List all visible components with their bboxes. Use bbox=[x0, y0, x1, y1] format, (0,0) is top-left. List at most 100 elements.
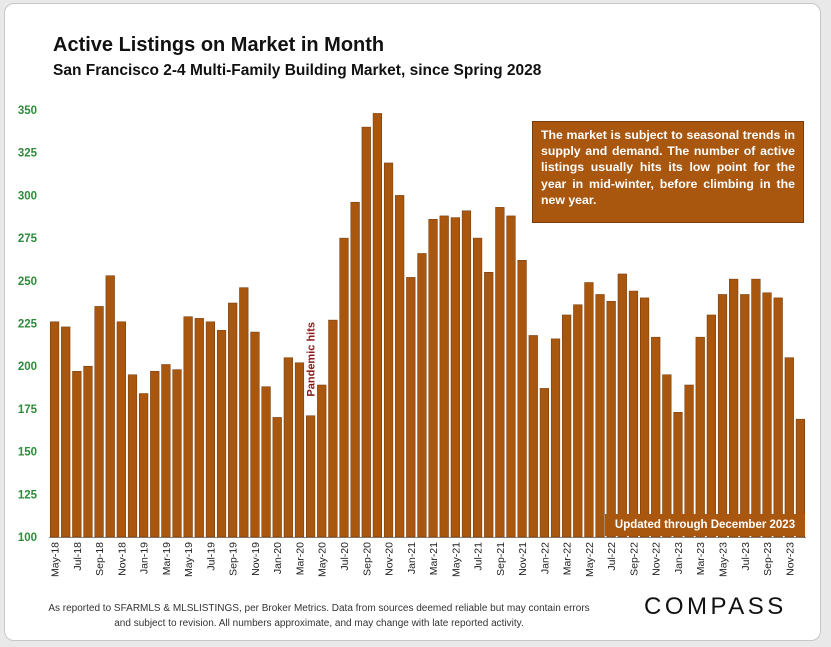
bar-Dec-18 bbox=[127, 374, 138, 538]
bar-May-22 bbox=[584, 282, 594, 538]
bar-May-21 bbox=[450, 217, 460, 538]
source-footnote: As reported to SFARMLS & MLSLISTINGS, pe… bbox=[48, 603, 590, 629]
bar-Jun-19 bbox=[194, 318, 204, 538]
bar-Feb-19 bbox=[150, 371, 160, 538]
y-tick-label: 350 bbox=[18, 105, 37, 117]
x-tick-label: May-22 bbox=[584, 542, 596, 577]
x-tick-label: Jul-20 bbox=[339, 542, 351, 571]
bar-Jan-22 bbox=[539, 388, 549, 538]
bar-series bbox=[49, 113, 806, 538]
x-tick-label: Jan-23 bbox=[673, 542, 685, 574]
bar-Apr-23 bbox=[706, 314, 716, 538]
bar-Mar-23 bbox=[695, 336, 705, 538]
bar-Sep-23 bbox=[762, 292, 772, 538]
x-tick-label: Jan-22 bbox=[539, 542, 551, 574]
bar-Aug-21 bbox=[484, 272, 494, 538]
x-tick-label: Nov-22 bbox=[651, 542, 663, 576]
bar-Jan-21 bbox=[406, 277, 416, 538]
x-tick-label: Nov-18 bbox=[116, 542, 128, 576]
y-tick-label: 200 bbox=[18, 361, 37, 373]
bar-May-20 bbox=[317, 384, 327, 538]
bar-Mar-21 bbox=[428, 219, 438, 538]
bar-Apr-19 bbox=[172, 369, 182, 538]
bar-Jul-23 bbox=[740, 294, 750, 538]
y-tick-label: 125 bbox=[18, 489, 38, 501]
y-tick-label: 325 bbox=[18, 148, 38, 160]
x-tick-label: Sep-21 bbox=[495, 542, 507, 576]
bar-Apr-21 bbox=[439, 215, 449, 538]
bar-Jan-20 bbox=[272, 417, 282, 538]
bar-Jun-21 bbox=[461, 210, 472, 538]
bar-Jul-18 bbox=[72, 371, 82, 538]
bar-Sep-18 bbox=[94, 306, 104, 538]
compass-logo: COMPASS bbox=[644, 593, 787, 620]
bar-Sep-21 bbox=[495, 207, 505, 538]
x-tick-label: Mar-20 bbox=[294, 542, 306, 575]
bar-Aug-19 bbox=[216, 330, 227, 538]
bar-Nov-21 bbox=[517, 260, 527, 538]
y-tick-label: 150 bbox=[18, 447, 37, 459]
y-tick-label: 175 bbox=[18, 404, 38, 416]
bar-Feb-20 bbox=[283, 357, 293, 538]
bar-May-23 bbox=[717, 294, 728, 538]
x-tick-label: Jul-23 bbox=[740, 542, 752, 571]
bar-May-18 bbox=[49, 321, 60, 538]
bar-Oct-18 bbox=[105, 275, 115, 538]
x-tick-label: May-21 bbox=[450, 542, 462, 577]
x-tick-label: May-23 bbox=[718, 542, 730, 577]
x-tick-label: Sep-23 bbox=[762, 542, 774, 576]
y-tick-label: 225 bbox=[18, 319, 38, 331]
bar-Dec-21 bbox=[528, 335, 538, 538]
bar-Oct-23 bbox=[773, 297, 783, 538]
y-tick-label: 100 bbox=[18, 532, 37, 544]
x-tick-label: Sep-19 bbox=[228, 542, 240, 576]
bar-Feb-22 bbox=[550, 338, 561, 538]
x-tick-label: Jan-21 bbox=[406, 542, 418, 574]
x-tick-label: May-20 bbox=[317, 542, 329, 577]
y-tick-label: 300 bbox=[18, 190, 37, 202]
bar-Dec-23 bbox=[795, 418, 806, 538]
x-tick-label: Jul-18 bbox=[72, 542, 84, 571]
bar-Nov-18 bbox=[116, 321, 126, 538]
y-tick-label: 250 bbox=[18, 276, 37, 288]
bar-Nov-19 bbox=[250, 331, 260, 538]
bar-Jun-22 bbox=[595, 294, 605, 538]
bar-Jul-20 bbox=[339, 237, 349, 538]
bar-Sep-20 bbox=[361, 126, 371, 538]
bar-Aug-23 bbox=[751, 278, 761, 538]
bar-Jul-22 bbox=[606, 301, 616, 538]
bar-Mar-19 bbox=[161, 364, 171, 538]
bar-Apr-20 bbox=[306, 415, 316, 538]
bar-Nov-22 bbox=[651, 336, 661, 538]
bar-Oct-22 bbox=[639, 297, 650, 538]
bar-Oct-21 bbox=[506, 215, 516, 538]
x-tick-label: Sep-20 bbox=[361, 542, 373, 576]
x-tick-label: Mar-22 bbox=[562, 542, 574, 575]
bar-Nov-20 bbox=[383, 162, 394, 538]
pandemic-annotation: Pandemic hits bbox=[306, 322, 318, 397]
chart-title: Active Listings on Market in Month bbox=[53, 34, 385, 56]
bar-Jun-23 bbox=[729, 278, 739, 538]
x-tick-label: Jan-20 bbox=[272, 542, 284, 574]
bar-Sep-22 bbox=[628, 290, 639, 538]
bar-Dec-19 bbox=[261, 386, 271, 538]
x-tick-label: Nov-23 bbox=[784, 542, 796, 576]
bar-Jan-19 bbox=[139, 393, 149, 538]
x-tick-label: Nov-20 bbox=[384, 542, 396, 576]
bar-Aug-20 bbox=[350, 201, 360, 538]
bar-May-19 bbox=[183, 316, 193, 538]
bar-Mar-22 bbox=[562, 314, 572, 538]
x-tick-label: Jul-21 bbox=[473, 542, 485, 571]
x-tick-label: Jul-19 bbox=[205, 542, 217, 571]
bar-Jun-18 bbox=[61, 326, 71, 538]
bar-Oct-19 bbox=[239, 287, 249, 538]
y-tick-label: 275 bbox=[18, 233, 38, 245]
bar-Jan-23 bbox=[673, 412, 683, 538]
chart-subtitle: San Francisco 2-4 Multi-Family Building … bbox=[53, 62, 542, 79]
bar-Jun-20 bbox=[328, 319, 338, 538]
bar-Feb-23 bbox=[684, 384, 694, 538]
x-tick-label: Sep-18 bbox=[94, 542, 106, 576]
bar-Dec-20 bbox=[395, 195, 405, 538]
bar-Jul-19 bbox=[205, 321, 216, 538]
bar-Aug-18 bbox=[83, 365, 93, 538]
